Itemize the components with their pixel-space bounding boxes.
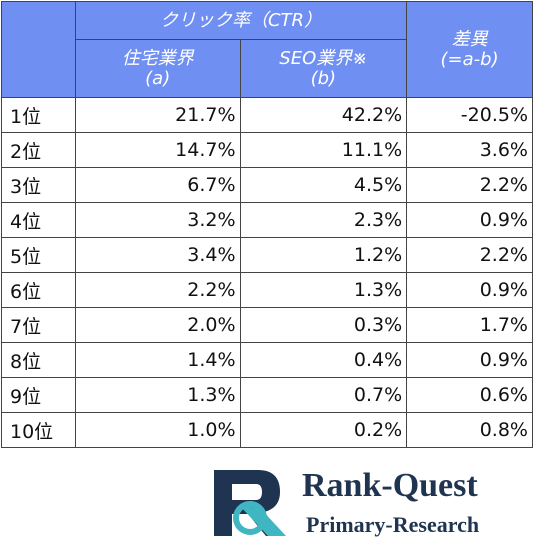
logo-name: Rank-Quest xyxy=(302,467,478,504)
col-sub: (b) xyxy=(310,67,337,89)
col-header: SEO業界※ (b) xyxy=(239,39,408,98)
value-cell: 6.7% xyxy=(74,167,241,203)
value-cell: 2.3% xyxy=(239,202,408,238)
value-cell: 2.2% xyxy=(406,237,533,273)
table-row: 4位 3.2% 2.3% 0.9% xyxy=(1,202,533,238)
value-cell: 0.9% xyxy=(406,342,533,378)
value-cell: 0.9% xyxy=(406,202,533,238)
value-cell: 0.4% xyxy=(239,342,408,378)
table-row: 5位 3.4% 1.2% 2.2% xyxy=(1,237,533,273)
diff-name: 差異 xyxy=(451,28,488,50)
value-cell: 3.6% xyxy=(406,132,533,168)
table-row: 1位 21.7% 42.2% -20.5% xyxy=(1,97,533,133)
value-cell: 0.3% xyxy=(239,307,408,343)
table-row: 6位 2.2% 1.3% 0.9% xyxy=(1,272,533,308)
value-cell: 1.2% xyxy=(239,237,408,273)
rank-cell: 1位 xyxy=(1,97,76,133)
logo: Rank-Quest Primary-Research xyxy=(214,467,479,537)
table-row: 8位 1.4% 0.4% 0.9% xyxy=(1,342,533,378)
value-cell: 0.6% xyxy=(406,377,533,413)
col-sub: (a) xyxy=(145,67,171,89)
logo-tagline: Primary-Research xyxy=(306,512,479,537)
value-cell: 0.2% xyxy=(239,412,408,448)
value-cell: 2.2% xyxy=(406,167,533,203)
rank-cell: 8位 xyxy=(1,342,76,378)
value-cell: 1.3% xyxy=(74,377,241,413)
value-cell: 4.5% xyxy=(239,167,408,203)
value-cell: 0.9% xyxy=(406,272,533,308)
col-name: 住宅業界 xyxy=(121,47,194,69)
group-header: クリック率（CTR） xyxy=(74,1,408,40)
value-cell: 2.0% xyxy=(74,307,241,343)
rank-cell: 9位 xyxy=(1,377,76,413)
rank-cell: 6位 xyxy=(1,272,76,308)
value-cell: 1.0% xyxy=(74,412,241,448)
value-cell: 3.4% xyxy=(74,237,241,273)
value-cell: 21.7% xyxy=(74,97,241,133)
col-header: 住宅業界 (a) xyxy=(74,39,241,98)
rank-cell: 3位 xyxy=(1,167,76,203)
value-cell: 0.8% xyxy=(406,412,533,448)
rank-cell: 2位 xyxy=(1,132,76,168)
value-cell: 14.7% xyxy=(74,132,241,168)
col-name: SEO業界※ xyxy=(279,47,368,69)
value-cell: 42.2% xyxy=(239,97,408,133)
value-cell: 1.3% xyxy=(239,272,408,308)
diff-sub: (=a-b) xyxy=(440,48,499,70)
rank-cell: 10位 xyxy=(1,412,76,448)
diff-header: 差異 (=a-b) xyxy=(406,1,533,98)
value-cell: 1.7% xyxy=(406,307,533,343)
rank-cell: 4位 xyxy=(1,202,76,238)
rank-cell: 5位 xyxy=(1,237,76,273)
value-cell: 2.2% xyxy=(74,272,241,308)
rank-cell: 7位 xyxy=(1,307,76,343)
value-cell: 3.2% xyxy=(74,202,241,238)
ctr-table: クリック率（CTR） 差異 (=a-b) 住宅業界 (a) SEO業界※ (b) 1位… xyxy=(1,1,533,448)
table-body: 1位 21.7% 42.2% -20.5% 2位 14.7% 11.1% 3.6% 3位 6.7%… xyxy=(1,97,533,448)
corner-cell xyxy=(1,1,76,98)
value-cell: 1.4% xyxy=(74,342,241,378)
value-cell: -20.5% xyxy=(406,97,533,133)
table-row: 3位 6.7% 4.5% 2.2% xyxy=(1,167,533,203)
table-row: 9位 1.3% 0.7% 0.6% xyxy=(1,377,533,413)
value-cell: 11.1% xyxy=(239,132,408,168)
logo-icon xyxy=(214,470,286,536)
value-cell: 0.7% xyxy=(239,377,408,413)
table-row: 2位 14.7% 11.1% 3.6% xyxy=(1,132,533,168)
table-row: 7位 2.0% 0.3% 1.7% xyxy=(1,307,533,343)
table-row: 10位 1.0% 0.2% 0.8% xyxy=(1,412,533,448)
